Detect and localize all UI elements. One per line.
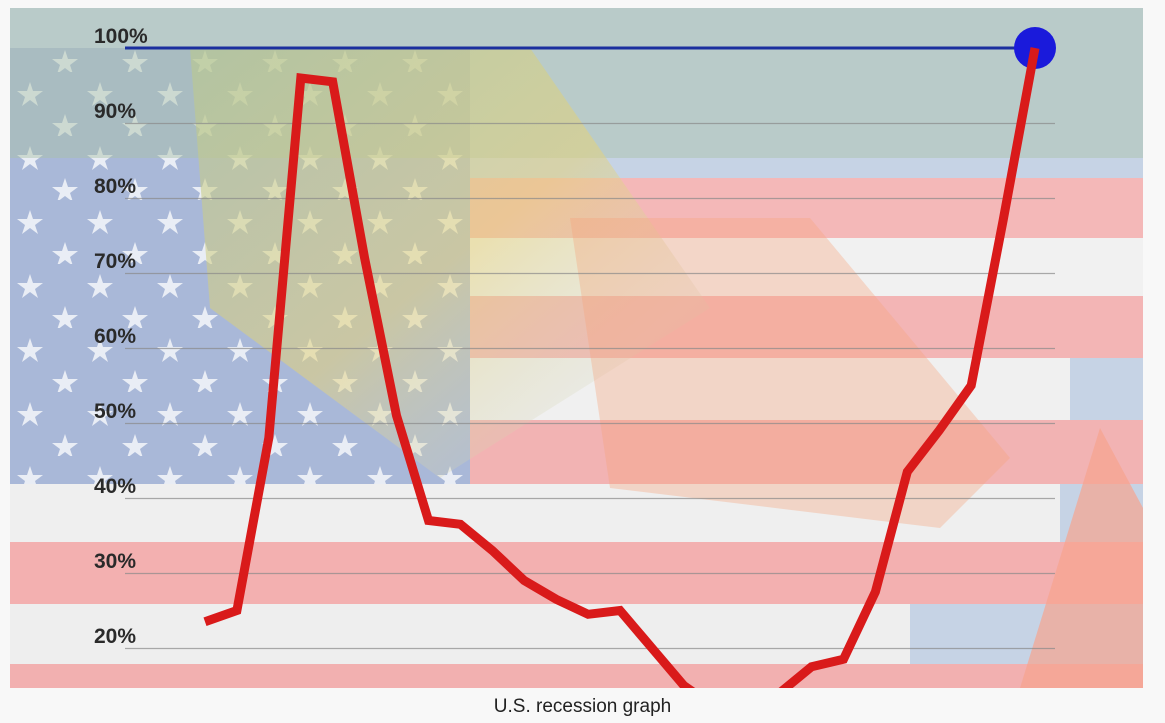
figure-caption: U.S. recession graph (493, 696, 672, 717)
end-point-marker (1014, 27, 1056, 69)
y-tick-label: 70% (94, 250, 136, 273)
chart-figure: 100% 90% 80% 70% 60% 50% 40% 30% 20% (10, 8, 1143, 688)
y-tick-label: 90% (94, 100, 136, 123)
flag-stripe (10, 664, 1143, 688)
y-tick-label: 30% (94, 550, 136, 573)
flag-stripe (10, 604, 910, 664)
y-tick-label: 100% (94, 25, 148, 48)
y-tick-label: 50% (94, 400, 136, 423)
y-tick-label: 60% (94, 325, 136, 348)
line-chart: 100% 90% 80% 70% 60% 50% 40% 30% 20% (10, 8, 1143, 688)
flag-background (10, 8, 1143, 688)
flag-stripe (10, 484, 1060, 542)
y-axis: 100% 90% 80% 70% 60% 50% 40% 30% 20% (94, 25, 148, 648)
y-tick-label: 20% (94, 625, 136, 648)
series-group (203, 27, 1056, 688)
flag-stripe (470, 420, 1143, 484)
series-line (203, 47, 1040, 688)
y-tick-label: 40% (94, 475, 136, 498)
y-tick-label: 80% (94, 175, 136, 198)
